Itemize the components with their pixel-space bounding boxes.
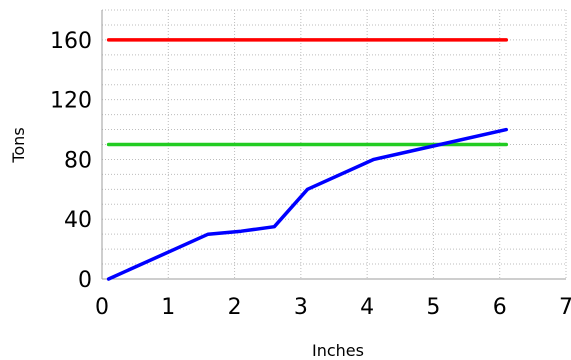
- x-tick-label: 3: [294, 295, 308, 320]
- x-tick-label: 1: [161, 295, 175, 320]
- axes: [101, 10, 566, 280]
- y-tick-label: 80: [64, 148, 92, 173]
- series-line-3: [106, 127, 509, 281]
- y-tick-label: 40: [64, 208, 92, 233]
- y-axis-label: Tons: [9, 127, 28, 163]
- tick-labels: 0 1 2 3 4 5 6 7 0 40 80 120 160: [50, 29, 571, 320]
- x-tick-label: 4: [360, 295, 374, 320]
- series-group: [106, 38, 509, 281]
- x-tick-label: 2: [228, 295, 242, 320]
- y-tick-label: 160: [50, 29, 92, 54]
- x-tick-label: 5: [426, 295, 440, 320]
- x-tick-label: 7: [559, 295, 571, 320]
- x-tick-label: 6: [493, 295, 507, 320]
- x-axis-label: Inches: [312, 341, 364, 360]
- y-tick-label: 120: [50, 89, 92, 114]
- y-tick-label: 0: [78, 268, 92, 293]
- x-tick-label: 0: [95, 295, 109, 320]
